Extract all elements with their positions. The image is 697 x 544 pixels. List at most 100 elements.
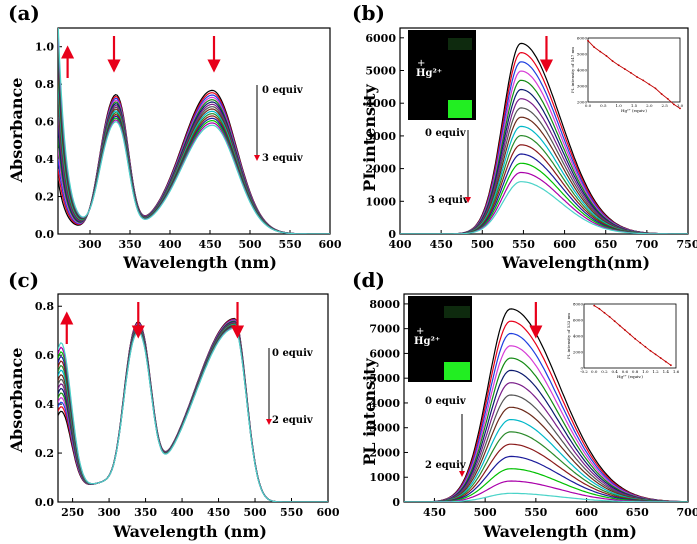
inset-line-b	[587, 40, 681, 109]
inset-x-tick-d: 0.8	[632, 369, 639, 374]
dark-cuvette-b	[448, 38, 472, 50]
inset-x-tick-d: 1.2	[652, 369, 659, 374]
inset-point-d	[649, 349, 652, 352]
x-axis-label-b: Wavelength(nm)	[501, 253, 650, 272]
inset-x-tick-b: 1.0	[615, 103, 622, 108]
y-tick-label-a: 0.4	[35, 153, 54, 166]
x-tick-label-c: 550	[280, 506, 303, 519]
chart-d: 450 500 550 600 650 7000100020003000400050006…	[369, 293, 697, 519]
legend-bottom-c: 2 equiv	[272, 415, 314, 426]
y-tick-label-d: 3000	[369, 422, 400, 435]
y-tick-label-c: 0.8	[35, 300, 54, 313]
x-tick-label-b: 550	[512, 238, 535, 251]
series-line-c	[58, 318, 328, 502]
inset-point-d	[603, 311, 606, 314]
x-tick-label-c: 500	[244, 506, 267, 519]
inset-point-b	[660, 93, 663, 95]
y-tick-label-c: 0.0	[35, 496, 54, 509]
y-tick-label-a: 0.2	[35, 191, 54, 204]
series-group-c	[58, 317, 328, 502]
x-tick-label-a: 350	[119, 238, 142, 251]
inset-point-b	[648, 83, 651, 86]
y-tick-label-c: 0.4	[35, 398, 54, 411]
inset-point-b	[679, 107, 681, 110]
inset-x-tick-b: 3.0	[677, 103, 684, 108]
panel-a: (a) Absorbance Wavelength (nm) 0 equiv 3…	[7, 1, 304, 272]
x-tick-label-d: 700	[677, 506, 697, 519]
y-tick-label-a: 0.6	[35, 116, 54, 129]
inset-x-tick-b: 0.0	[585, 103, 592, 108]
x-tick-label-d: 600	[575, 506, 598, 519]
legend-top-d: 0 equiv	[425, 396, 467, 407]
plus-sign-d: +	[416, 326, 424, 337]
y-axis-label-c: Absorbance	[7, 348, 26, 454]
series-line-a	[58, 28, 330, 234]
inset-x-label-b: Hg²⁺ (equiv.)	[621, 108, 647, 113]
y-axis-label-b: PL intensity	[360, 84, 379, 192]
panel-label-c: (c)	[8, 268, 39, 292]
inset-y-tick-b: 3000	[577, 84, 588, 89]
series-line-c	[58, 327, 328, 502]
inset-y-tick-d: 4000	[573, 334, 584, 339]
inset-y-label-d: PL intensity of 533 nm	[566, 313, 571, 359]
x-tick-label-d: 550	[524, 506, 547, 519]
inset-y-label-b: PL intensity of 547 nm	[570, 47, 575, 93]
green-cuvette-b	[448, 100, 472, 118]
x-tick-label-b: 750	[677, 238, 697, 251]
inset-x-label-d: Hg²⁺ (equiv.)	[617, 374, 643, 379]
y-axis-label-a: Absorbance	[7, 78, 26, 184]
chart-c: 250 300 350 400 450 500 550 600 0.0 0.2 0.4 0.6 0.8	[35, 293, 340, 519]
inset-y-tick-b: 6000	[577, 36, 588, 41]
y-tick-label-b: 3000	[365, 130, 396, 143]
inset-y-tick-b: 2000	[577, 100, 588, 105]
inset-point-d	[669, 364, 672, 367]
inset-point-d	[608, 315, 611, 318]
y-tick-label-b: 0	[388, 228, 396, 241]
inset-point-b	[587, 39, 589, 42]
legend-bottom-d: 2 equiv	[425, 460, 467, 471]
series-line-b	[400, 181, 688, 234]
legend-top-c: 0 equiv	[272, 348, 314, 359]
x-axis-label-a: Wavelength (nm)	[122, 253, 277, 272]
x-tick-label-c: 300	[98, 506, 121, 519]
inset-y-tick-d: 0	[580, 366, 583, 371]
y-tick-label-d: 6000	[369, 347, 400, 360]
inset-point-b	[623, 68, 626, 70]
inset-b: 0.0 0.5 1.0 1.5 2.0 2.5 3.0 2000 3000 4000 5000 600…	[570, 36, 684, 114]
legend-top-a: 0 equiv	[262, 85, 304, 96]
panel-label-d: (d)	[352, 268, 385, 292]
y-tick-label-b: 1000	[365, 195, 396, 208]
inset-point-b	[666, 97, 669, 100]
y-axis-label-d: PL intensity	[360, 358, 379, 466]
plus-sign-b: +	[417, 58, 425, 69]
x-tick-label-b: 650	[594, 238, 617, 251]
inset-x-tick-b: 1.5	[631, 103, 638, 108]
panel-label-b: (b)	[352, 1, 385, 25]
inset-point-d	[664, 360, 667, 363]
panel-c: (c) Absorbance Wavelength (nm) 0 equiv 2…	[7, 268, 314, 541]
inset-x-tick-d: 0.4	[611, 369, 618, 374]
series-line-d	[404, 443, 688, 502]
y-tick-label-a: 0.0	[35, 228, 54, 241]
inset-point-d	[634, 337, 637, 340]
plot-frame-d	[403, 293, 689, 503]
panel-b: (b) PL intensity Wavelength(nm) Hg²⁺ + 0…	[352, 1, 650, 272]
inset-point-b	[593, 46, 596, 49]
photo-label-d: Hg²⁺	[414, 336, 440, 347]
legend-bottom-b: 3 equiv	[428, 195, 470, 206]
inset-point-d	[659, 357, 662, 359]
inset-point-d	[618, 324, 621, 327]
inset-frame-b	[587, 37, 681, 103]
inset-point-b	[605, 55, 608, 57]
x-tick-label-c: 400	[171, 506, 194, 519]
inset-y-tick-d: 2000	[573, 350, 584, 355]
x-tick-label-c: 350	[134, 506, 157, 519]
inset-y-tick-d: 8000	[573, 302, 584, 307]
inset-point-b	[599, 50, 602, 53]
legend-top-b: 0 equiv	[425, 128, 467, 139]
series-line-b	[400, 107, 688, 234]
series-line-d	[404, 369, 688, 502]
x-tick-label-b: 400	[389, 238, 412, 251]
panel-d: (d) PL intensity Wavelength (nm) Hg²⁺ + …	[352, 268, 637, 541]
